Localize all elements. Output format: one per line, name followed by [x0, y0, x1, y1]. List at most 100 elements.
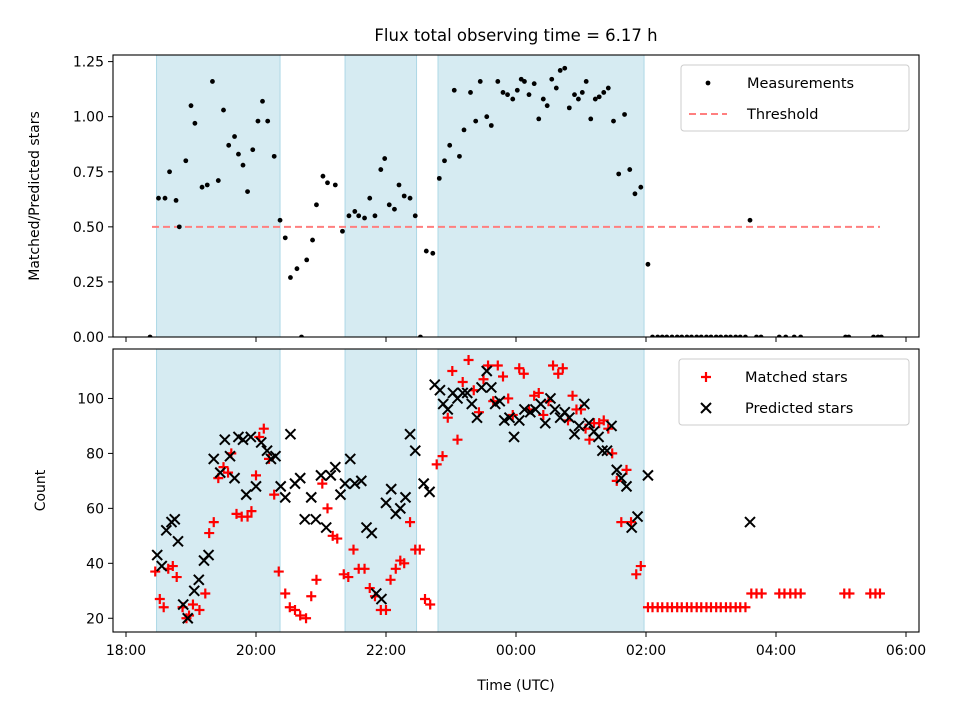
- measurement-point: [754, 334, 759, 337]
- measurement-point: [314, 202, 319, 208]
- measurement-point: [783, 334, 789, 337]
- observing-span-2: [437, 54, 645, 338]
- measurement-point: [451, 87, 457, 93]
- matched-star-point: [154, 594, 165, 605]
- legend-predicted-marker: [700, 402, 712, 414]
- measurement-point: [553, 85, 559, 91]
- matched-star-point: [187, 599, 198, 610]
- predicted-star-point: [177, 598, 189, 611]
- predicted-star-point: [394, 502, 407, 515]
- predicted-star-point: [568, 428, 581, 440]
- y-tick-label: 1.25: [73, 55, 104, 71]
- matched-star-point: [364, 583, 375, 594]
- measurement-point: [210, 79, 215, 84]
- matched-star-point: [284, 602, 295, 613]
- matched-star-point: [290, 605, 300, 616]
- matched-star-point: [631, 569, 642, 580]
- matched-star-point: [420, 594, 430, 605]
- measurement-point: [192, 120, 198, 126]
- x-tick-label: 06:00: [886, 643, 926, 659]
- matched-star-point: [200, 588, 211, 599]
- predicted-star-point: [485, 381, 498, 394]
- legend-label: Predicted stars: [745, 401, 853, 417]
- predicted-star-point: [240, 488, 252, 501]
- measurement-point: [199, 184, 205, 190]
- measurement-point: [579, 90, 585, 95]
- measurement-point: [566, 105, 572, 111]
- measurement-point: [367, 195, 373, 201]
- measurement-point: [674, 334, 680, 337]
- measurement-point: [221, 107, 226, 113]
- matched-star-point: [343, 572, 354, 583]
- measurement-point: [592, 96, 598, 102]
- measurement-point: [378, 167, 384, 172]
- measurement-point: [183, 158, 189, 164]
- predicted-star-point: [365, 527, 378, 539]
- legend-frame: [678, 358, 910, 426]
- matched-star-point: [875, 588, 885, 599]
- matched-star-point: [208, 517, 219, 528]
- measurement-point: [588, 116, 594, 122]
- measurement-point: [549, 76, 555, 82]
- measurement-point: [743, 334, 748, 337]
- measurement-point: [418, 334, 423, 337]
- observing-span-1: [344, 348, 418, 633]
- predicted-star-point: [471, 411, 483, 424]
- matched-star-point: [251, 470, 261, 481]
- predicted-star-point: [344, 453, 356, 465]
- legend: Measurements Threshold: [680, 64, 910, 132]
- y-axis-label: Matched/Predicted stars: [27, 111, 43, 281]
- matched-star-point: [635, 561, 646, 572]
- measurement-point: [232, 134, 237, 139]
- x-axis-label: Time (UTC): [476, 678, 554, 694]
- matched-star-point: [359, 563, 370, 574]
- legend-matched-marker: [701, 372, 711, 382]
- y-tick-label: 60: [86, 501, 104, 517]
- predicted-star-point: [202, 549, 215, 561]
- measurement-point: [505, 92, 510, 98]
- predicted-star-point: [355, 475, 368, 487]
- y-tick-label: 1.00: [73, 110, 104, 126]
- measurement-point: [340, 228, 345, 234]
- matched-star-point: [740, 602, 751, 613]
- y-tick-label: 20: [86, 611, 104, 627]
- measurement-point: [299, 334, 304, 337]
- measurement-point: [500, 90, 506, 95]
- measurement-point: [684, 334, 690, 337]
- predicted-star-point: [274, 480, 287, 493]
- matched-star-point: [348, 544, 359, 555]
- measurement-point: [396, 182, 402, 188]
- predicted-star-point: [466, 398, 478, 410]
- predicted-star-point: [261, 444, 273, 457]
- measurement-point: [250, 147, 256, 153]
- predicted-star-point: [329, 461, 342, 473]
- predicted-star-point: [339, 477, 351, 490]
- matched-star-point: [431, 459, 442, 470]
- measurement-point: [622, 112, 627, 117]
- predicted-star-point: [237, 433, 249, 446]
- legend-frame: [680, 64, 910, 132]
- predicted-star-point: [620, 480, 633, 493]
- measurement-point: [776, 334, 782, 337]
- measurement-point: [255, 118, 261, 124]
- y-axis-label: Count: [33, 469, 49, 511]
- measurement-point: [871, 334, 876, 337]
- matched-star-point: [548, 360, 559, 371]
- measurement-point: [536, 116, 542, 122]
- matched-star-point: [204, 528, 215, 539]
- measurement-point: [236, 151, 241, 157]
- matched-star-point: [405, 517, 416, 528]
- measurement-point: [156, 195, 161, 201]
- measurement-point: [457, 153, 462, 159]
- predicted-star-point: [417, 477, 430, 490]
- x-tick-label: 20:00: [236, 643, 276, 659]
- measurement-point: [346, 213, 352, 219]
- measurement-point: [332, 182, 338, 188]
- measurement-point: [689, 334, 694, 337]
- measurement-point: [704, 334, 709, 337]
- predicted-star-point: [642, 469, 654, 482]
- predicted-star-point: [461, 387, 473, 399]
- measurement-point: [412, 213, 418, 219]
- measurement-point: [758, 334, 764, 337]
- measurement-point: [382, 156, 388, 161]
